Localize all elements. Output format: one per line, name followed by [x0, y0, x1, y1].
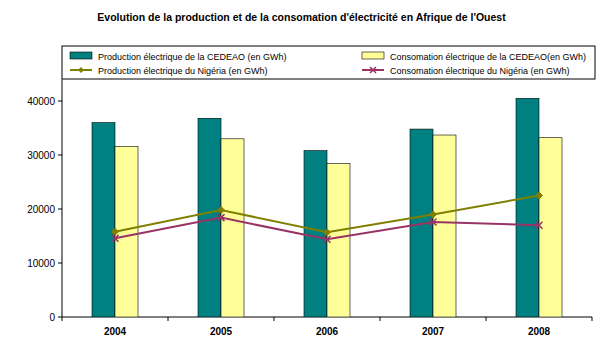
y-tick [58, 209, 62, 210]
x-tick-label: 2007 [422, 326, 445, 337]
plot-area [92, 98, 562, 317]
legend: Production électrique de la CEDEAO (en G… [62, 46, 595, 79]
marker [430, 211, 437, 218]
x-tick [592, 317, 593, 321]
x-tick-label: 2008 [528, 326, 551, 337]
y-tick [58, 263, 62, 264]
x-tick [380, 317, 381, 321]
y-tick-label: 30000 [27, 150, 55, 161]
x-tick [274, 317, 275, 321]
x-tick [62, 317, 63, 321]
y-tick-label: 10000 [27, 258, 55, 269]
marker [112, 228, 119, 235]
bar [433, 135, 456, 317]
marker [536, 192, 543, 199]
marker [112, 235, 119, 242]
bar [327, 164, 350, 317]
legend-symbol [70, 52, 92, 59]
x-tick-label: 2005 [210, 326, 233, 337]
x-tick [486, 317, 487, 321]
legend-symbol [70, 67, 92, 73]
marker [218, 214, 225, 221]
legend-label: Production électrique de la CEDEAO (en G… [98, 52, 287, 62]
y-axis [62, 79, 63, 317]
bar [539, 138, 562, 317]
marker [324, 236, 331, 243]
title: Evolution de la production et de la cons… [97, 11, 506, 23]
legend-box [62, 46, 595, 79]
legend-label: Consomation électrique de la CEDEAO(en G… [390, 52, 586, 62]
legend-label: Production électrique du Nigéria (en GWh… [98, 66, 268, 76]
y-tick [58, 101, 62, 102]
marker [324, 229, 331, 236]
line [115, 218, 539, 240]
bar [221, 139, 244, 317]
legend-symbol [362, 67, 384, 73]
legend-symbol [362, 52, 384, 59]
y-tick [58, 155, 62, 156]
marker [218, 207, 225, 214]
legend-label: Consomation électrique du Nigéria (en GW… [390, 66, 570, 76]
marker [430, 218, 437, 225]
bar [304, 151, 327, 317]
bar [92, 123, 115, 317]
marker [536, 222, 543, 229]
x-tick-label: 2004 [104, 326, 127, 337]
y-tick-label: 40000 [27, 96, 55, 107]
x-tick-label: 2006 [316, 326, 339, 337]
y-tick-label: 0 [49, 312, 55, 323]
bar [516, 98, 539, 317]
y-tick-label: 20000 [27, 204, 55, 215]
y-tick [58, 317, 62, 318]
x-tick [168, 317, 169, 321]
chart: Evolution de la production et de la cons… [0, 0, 613, 353]
